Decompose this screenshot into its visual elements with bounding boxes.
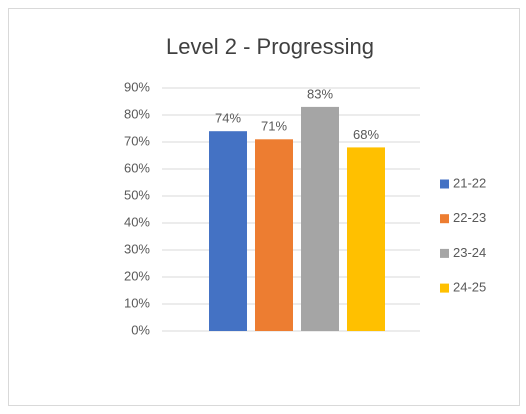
y-tick-label: 70% [124,133,150,148]
y-tick-label: 30% [124,241,150,256]
legend-swatch [440,283,449,293]
legend-label: 21-22 [453,175,486,190]
y-tick-label: 10% [124,295,150,310]
bar [209,131,247,331]
legend-swatch [440,179,449,189]
legend-swatch [440,248,449,258]
bar [255,139,293,331]
legend-label: 22-23 [453,210,486,225]
bar [347,147,385,331]
y-tick-label: 80% [124,106,150,121]
legend-label: 24-25 [453,280,486,295]
legend-label: 23-24 [453,245,486,260]
data-label: 68% [353,127,379,142]
data-label: 74% [215,111,241,126]
legend-swatch [440,214,449,224]
y-tick-label: 60% [124,160,150,175]
chart-title: Level 2 - Progressing [166,34,374,59]
data-label: 83% [307,86,333,101]
y-tick-label: 20% [124,268,150,283]
y-tick-label: 40% [124,214,150,229]
y-tick-label: 90% [124,79,150,94]
data-label: 71% [261,119,287,134]
y-tick-label: 0% [131,322,150,337]
y-tick-label: 50% [124,187,150,202]
bar [301,106,339,332]
